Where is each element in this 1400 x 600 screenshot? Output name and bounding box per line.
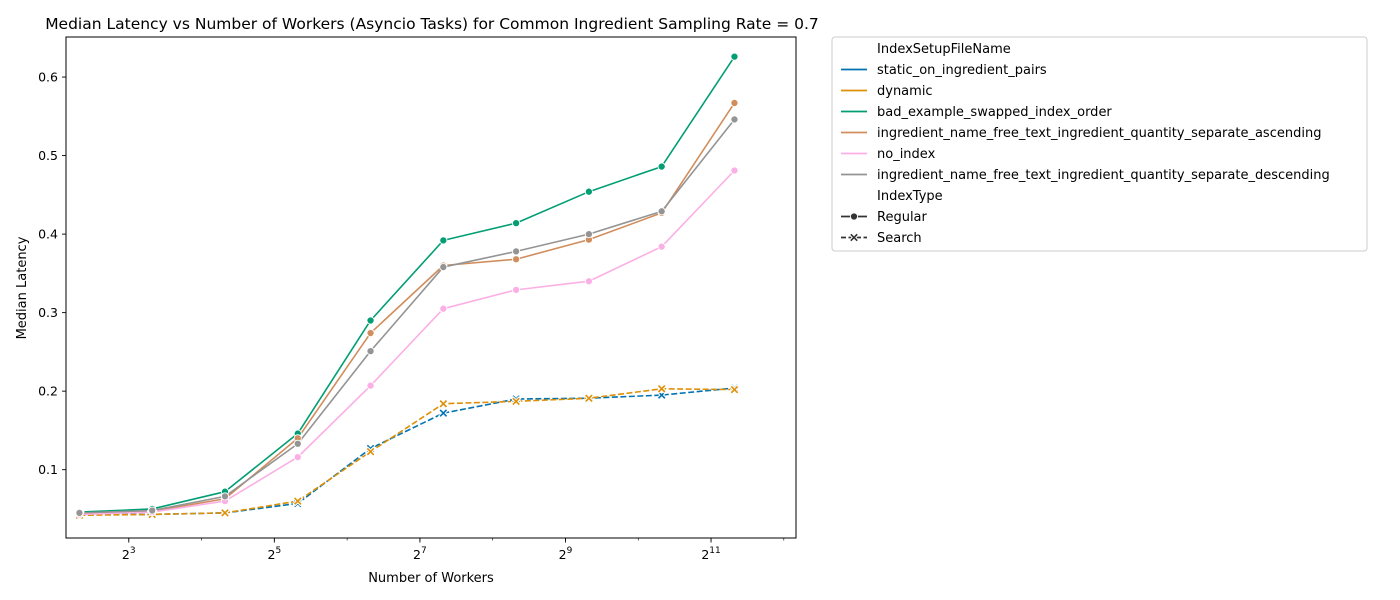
data-point-bad_example_swapped_index_order [439, 236, 448, 245]
y-axis: 0.1 0.2 0.3 0.4 0.5 0.6 [38, 70, 66, 477]
data-point-ingredient_name_free_text_ingredient_quantity_separate_descending [293, 439, 302, 448]
data-point-dynamic [438, 398, 449, 409]
data-point-no_index [366, 381, 375, 390]
chart-title: Median Latency vs Number of Workers (Asy… [45, 15, 819, 33]
data-point-ingredient_name_free_text_ingredient_quantity_separate_ascending [366, 328, 375, 338]
data-point-ingredient_name_free_text_ingredient_quantity_separate_descending [366, 347, 375, 356]
data-point-no_index [512, 285, 521, 294]
series-line-ingredient_name_free_text_ingredient_quantity_separate_descending [79, 118, 736, 514]
data-point-ingredient_name_free_text_ingredient_quantity_separate_ascending [730, 98, 739, 108]
y-tick-label: 0.1 [38, 462, 58, 477]
data-point-bad_example_swapped_index_order [730, 52, 739, 61]
x-marker-stroke [439, 409, 448, 417]
plot-frame [65, 36, 797, 539]
data-point-bad_example_swapped_index_order [584, 187, 593, 196]
legend-frame [831, 36, 1368, 252]
x-marker-stroke [294, 497, 302, 505]
legend-label: no_index [877, 147, 936, 162]
series-line-bad_example_swapped_index_order [79, 56, 736, 513]
y-tick-label: 0.2 [38, 384, 58, 399]
data-point-dynamic [511, 396, 522, 407]
data-point-static_on_ingredient_pairs [438, 408, 449, 419]
data-point-dynamic [365, 446, 376, 457]
series-line-no_index [79, 169, 736, 516]
x-marker-stroke [221, 509, 229, 517]
y-tick-label: 0.5 [38, 148, 58, 163]
y-axis-label: Median Latency [15, 236, 30, 339]
data-point-bad_example_swapped_index_order [512, 219, 521, 228]
x-tick-label: 211 [701, 546, 720, 562]
x-tick-label: 23 [122, 546, 136, 562]
legend: IndexSetupFileName static_on_ingredient_… [831, 36, 1368, 252]
x-marker-stroke [850, 233, 858, 242]
x-tick-label: 27 [413, 546, 427, 562]
data-point-dynamic [583, 393, 594, 404]
legend-style-marker [849, 212, 859, 221]
data-point-no_index [293, 453, 302, 462]
legend-style-title: IndexType [877, 189, 943, 204]
x-marker-stroke [730, 385, 739, 394]
data-point-ingredient_name_free_text_ingredient_quantity_separate_descending [730, 115, 739, 124]
data-point-ingredient_name_free_text_ingredient_quantity_separate_descending [657, 207, 666, 216]
y-tick-label: 0.6 [38, 70, 58, 85]
data-point-dynamic [656, 383, 667, 394]
data-point-ingredient_name_free_text_ingredient_quantity_separate_descending [75, 508, 84, 517]
x-marker-stroke [439, 399, 448, 408]
data-point-ingredient_name_free_text_ingredient_quantity_separate_descending [512, 247, 521, 256]
x-axis-label: Number of Workers [368, 571, 494, 586]
data-point-dynamic [219, 507, 230, 518]
x-axis: 23 25 27 29 211 [122, 538, 785, 562]
x-marker-stroke [366, 447, 375, 456]
legend-style-marker [849, 232, 859, 243]
data-point-ingredient_name_free_text_ingredient_quantity_separate_ascending [512, 255, 521, 264]
legend-hue-title: IndexSetupFileName [877, 42, 1011, 57]
x-tick-label: 25 [267, 546, 281, 562]
data-point-ingredient_name_free_text_ingredient_quantity_separate_descending [220, 492, 230, 501]
x-tick-label: 29 [559, 546, 573, 562]
legend-label: static_on_ingredient_pairs [877, 63, 1047, 78]
y-tick-label: 0.4 [38, 227, 58, 242]
data-point-ingredient_name_free_text_ingredient_quantity_separate_descending [584, 230, 593, 239]
data-point-no_index [439, 304, 448, 313]
x-marker-stroke [512, 397, 520, 406]
legend-label: dynamic [877, 84, 933, 99]
legend-style-label: Regular [877, 210, 928, 225]
y-tick-label: 0.3 [38, 305, 58, 320]
legend-label: ingredient_name_free_text_ingredient_qua… [877, 168, 1330, 183]
plot-area: 0.1 0.2 0.3 0.4 0.5 0.6 23 25 27 29 211 [38, 36, 797, 562]
x-marker-stroke [657, 385, 666, 393]
data-point-bad_example_swapped_index_order [366, 316, 375, 325]
data-point-no_index [657, 242, 666, 251]
legend-label: bad_example_swapped_index_order [877, 105, 1112, 120]
legend-style-label: Search [877, 231, 922, 246]
data-point-no_index [730, 166, 739, 175]
series-line-static_on_ingredient_pairs [79, 387, 735, 516]
data-point-ingredient_name_free_text_ingredient_quantity_separate_descending [439, 263, 448, 272]
data-point-bad_example_swapped_index_order [657, 162, 666, 171]
data-point-ingredient_name_free_text_ingredient_quantity_separate_descending [148, 506, 157, 515]
x-marker-stroke [585, 394, 593, 402]
series-markers [74, 52, 740, 521]
legend-label: ingredient_name_free_text_ingredient_qua… [877, 126, 1321, 141]
data-point-no_index [584, 277, 593, 286]
series-lines [79, 56, 736, 517]
data-point-dynamic [729, 384, 740, 395]
series-line-dynamic [79, 387, 735, 517]
data-point-dynamic [292, 496, 303, 507]
series-line-ingredient_name_free_text_ingredient_quantity_separate_ascending [79, 102, 736, 515]
